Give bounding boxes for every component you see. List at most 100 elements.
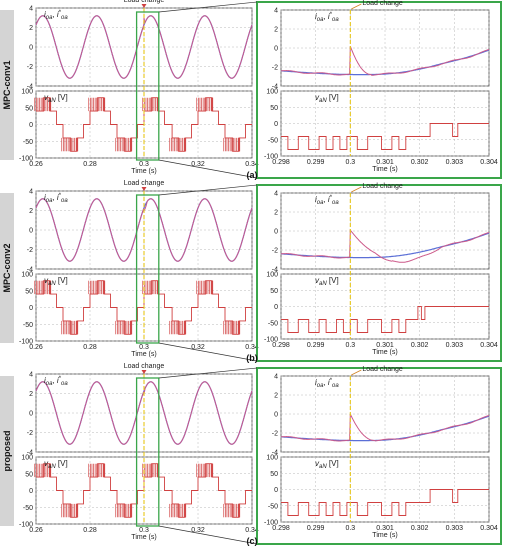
current-axis-label: ioa, i*oa: [315, 378, 339, 389]
label-subscript: oa: [317, 200, 324, 206]
method-label: proposed: [2, 430, 12, 471]
label-symbol: i: [315, 195, 317, 204]
voltage-ytick-label: 100: [21, 272, 33, 279]
label-symbol: i: [328, 12, 330, 21]
current-ytick-label: -2: [27, 430, 33, 437]
xtick-label: 0.3: [345, 159, 355, 166]
xtick-label: 0.34: [245, 527, 259, 534]
voltage-ytick-label: -50: [23, 139, 33, 146]
xtick-label: 0.298: [272, 342, 290, 349]
voltage-ytick-label: -100: [19, 156, 33, 163]
zoom-panel-frame: [256, 367, 502, 545]
label-symbol: v: [44, 459, 49, 468]
xtick-label: 0.28: [83, 344, 97, 351]
method-label: MPC-conv1: [2, 60, 12, 109]
load-change-arrow: [141, 4, 147, 8]
voltage-ytick-label: 0: [29, 488, 33, 495]
xaxis-title: Time (s): [372, 349, 397, 356]
current-ytick-label: 2: [29, 208, 33, 215]
voltage-ytick-label: -100: [19, 522, 33, 529]
load-change-arrow: [141, 370, 147, 374]
load-change-annotation: Load change: [124, 180, 165, 187]
panel-caption: (b): [246, 353, 258, 363]
zoom-panel-frame: [256, 184, 502, 362]
label-subscript: aN: [48, 464, 56, 470]
label-unit: [V]: [58, 276, 68, 285]
label-subscript: oa: [46, 381, 53, 387]
voltage-ytick-label: 100: [266, 89, 278, 96]
current-ytick-label: 2: [274, 27, 278, 34]
current-ytick-label: -4: [27, 267, 33, 274]
current-ytick-label: 4: [274, 374, 278, 381]
xtick-label: 0.34: [245, 344, 259, 351]
voltage-ytick-label: -50: [268, 137, 278, 144]
load-change-annotation: Load change: [362, 366, 403, 373]
current-ytick-label: 4: [29, 6, 33, 13]
current-ytick-label: 0: [29, 228, 33, 235]
label-symbol: v: [44, 276, 49, 285]
current-ytick-label: -4: [272, 450, 278, 457]
xtick-label: 0.303: [446, 159, 464, 166]
zoom-connector-bottom: [158, 159, 258, 179]
measured-current-line: [281, 45, 490, 76]
xtick-label: 0.303: [446, 525, 464, 532]
current-ytick-label: -2: [27, 247, 33, 254]
label-subscript: oa: [61, 381, 68, 387]
label-subscript: oa: [332, 17, 339, 23]
xtick-label: 0.28: [83, 161, 97, 168]
xtick-label: 0.302: [411, 342, 429, 349]
current-axis-label: ioa, i*oa: [315, 12, 339, 23]
xtick-label: 0.28: [83, 527, 97, 534]
label-unit: [V]: [58, 459, 68, 468]
voltage-axis-label: vaN [V]: [44, 276, 68, 287]
xtick-label: 0.32: [191, 527, 205, 534]
label-subscript: aN: [48, 98, 56, 104]
xtick-label: 0.304: [480, 525, 498, 532]
load-change-arrow: [351, 369, 362, 376]
current-ytick-label: 0: [274, 46, 278, 53]
zoom-connector-top: [158, 367, 258, 379]
current-ytick-label: 0: [29, 45, 33, 52]
label-subscript: oa: [46, 15, 53, 21]
current-ytick-label: 2: [274, 210, 278, 217]
voltage-ytick-label: 50: [25, 105, 33, 112]
zoom-region-box: [135, 194, 160, 344]
current-ytick-label: 2: [29, 25, 33, 32]
current-ytick-label: 0: [29, 411, 33, 418]
voltage-axis-label: vaN [V]: [315, 93, 339, 104]
current-ytick-label: 4: [274, 8, 278, 15]
xtick-label: 0.26: [29, 527, 43, 534]
label-star: *: [59, 193, 62, 199]
label-star: *: [330, 195, 333, 201]
label-star: *: [330, 378, 333, 384]
voltage-axis-label: vaN [V]: [315, 276, 339, 287]
voltage-ytick-label: -100: [264, 520, 278, 527]
voltage-ytick-label: 50: [270, 471, 278, 478]
label-subscript: aN: [319, 281, 327, 287]
label-symbol: i: [57, 10, 59, 19]
label-sep: ,: [52, 376, 56, 385]
current-axis-label: ioa, i*oa: [44, 193, 68, 204]
xtick-label: 0.301: [376, 159, 394, 166]
voltage-axis-label: vaN [V]: [44, 459, 68, 470]
label-star: *: [59, 10, 62, 16]
xtick-label: 0.304: [480, 159, 498, 166]
label-subscript: aN: [48, 281, 56, 287]
xtick-label: 0.3: [345, 525, 355, 532]
voltage-ytick-label: 0: [274, 121, 278, 128]
xtick-label: 0.3: [139, 344, 149, 351]
label-subscript: oa: [61, 198, 68, 204]
method-label-bar: [0, 376, 14, 526]
zoom-connector-top: [158, 184, 258, 196]
label-symbol: i: [57, 376, 59, 385]
label-subscript: oa: [332, 383, 339, 389]
xaxis-title: Time (s): [131, 534, 156, 541]
label-subscript: oa: [317, 17, 324, 23]
load-change-annotation: Load change: [362, 0, 403, 7]
current-ytick-label: 0: [274, 229, 278, 236]
label-sep: ,: [323, 12, 327, 21]
voltage-ytick-label: 0: [29, 122, 33, 129]
